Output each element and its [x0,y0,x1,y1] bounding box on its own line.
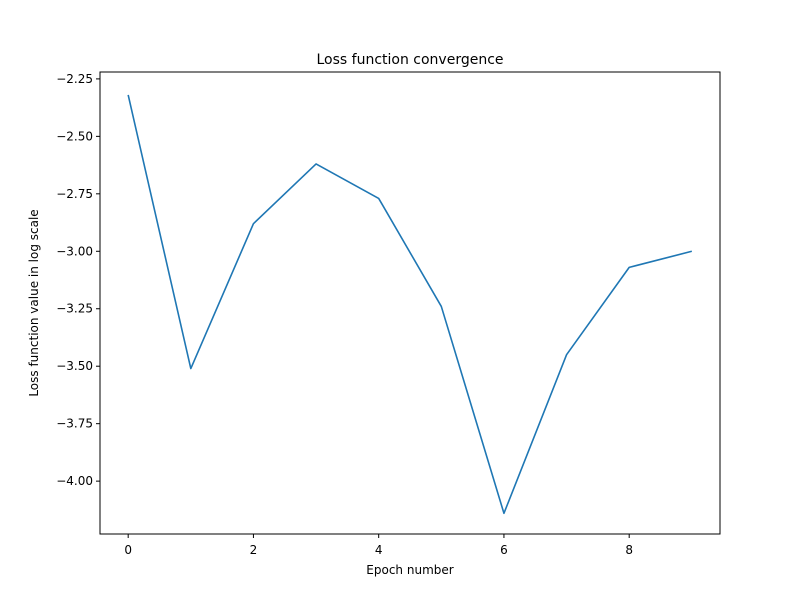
y-tick-label: −3.25 [56,302,93,316]
y-axis-label: Loss function value in log scale [27,209,41,396]
y-tick-label: −3.75 [56,417,93,431]
x-tick-label: 4 [375,543,383,557]
chart-title: Loss function convergence [316,52,503,68]
y-tick-label: −2.50 [56,129,93,143]
y-tick-label: −2.25 [56,72,93,86]
y-tick-label: −3.00 [56,244,93,258]
y-tick-label: −3.50 [56,359,93,373]
x-tick-label: 0 [124,543,132,557]
y-tick-label: −4.00 [56,474,93,488]
x-axis-label: Epoch number [366,563,453,577]
x-tick-label: 6 [500,543,508,557]
x-tick-label: 8 [625,543,633,557]
plot-area [100,72,720,534]
x-tick-label: 2 [250,543,258,557]
y-tick-label: −2.75 [56,187,93,201]
